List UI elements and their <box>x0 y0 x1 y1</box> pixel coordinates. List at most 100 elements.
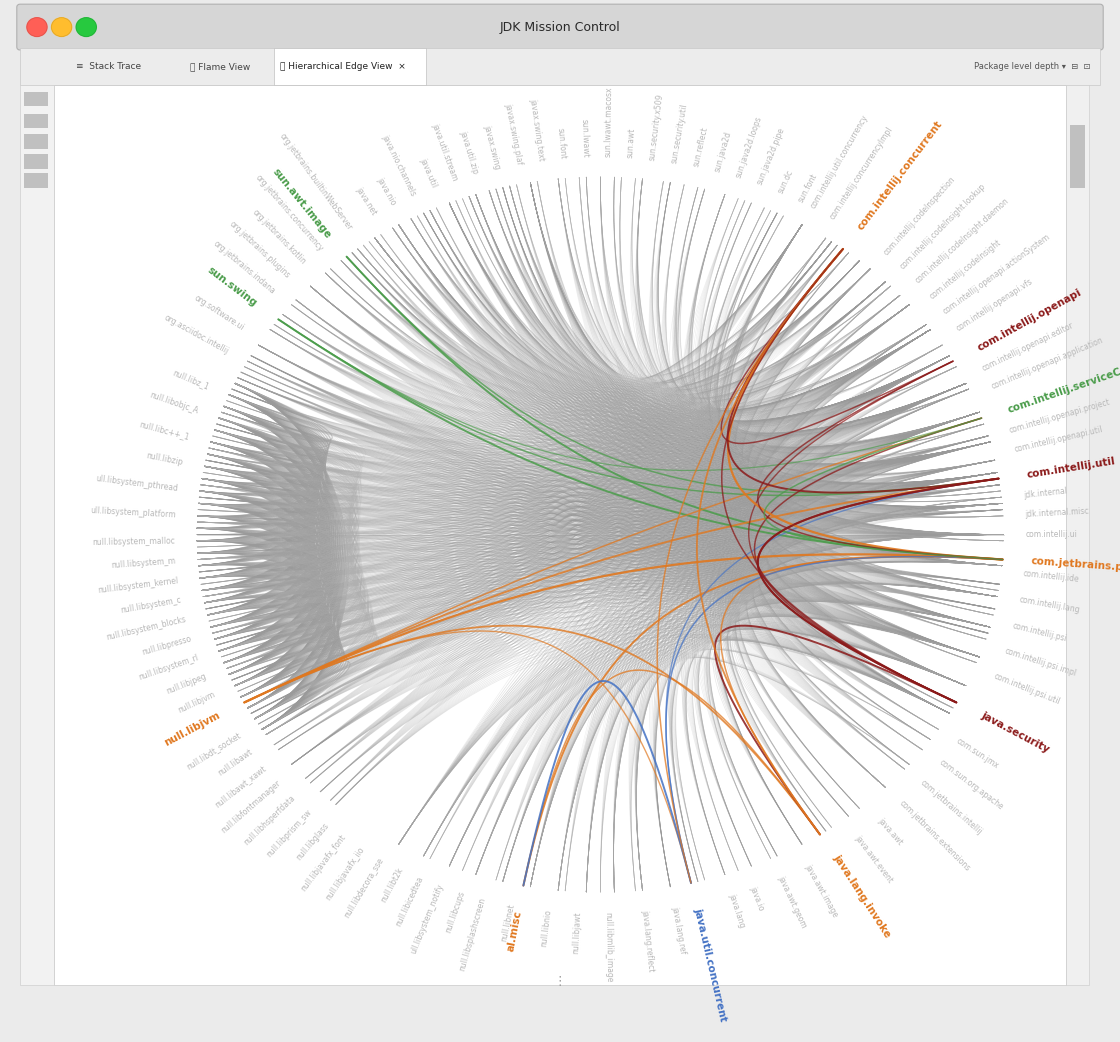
Text: ull.libsystem_platform: ull.libsystem_platform <box>90 505 176 519</box>
Text: null.libhsperfdata: null.libhsperfdata <box>242 793 298 847</box>
Text: null.libmlib_image: null.libmlib_image <box>604 912 614 983</box>
Text: java.lang: java.lang <box>728 892 747 928</box>
Text: org.jetbrains.concurrency: org.jetbrains.concurrency <box>253 173 325 253</box>
Circle shape <box>27 18 47 36</box>
Text: com.intellij.ui: com.intellij.ui <box>1026 530 1077 539</box>
Bar <box>54 85 1066 985</box>
Text: null.libjawt: null.libjawt <box>571 911 582 953</box>
Text: com.jetbrains.extensions: com.jetbrains.extensions <box>898 798 972 872</box>
Text: java.util.zip: java.util.zip <box>458 129 480 175</box>
Text: null.libz_1: null.libz_1 <box>171 368 211 392</box>
Bar <box>20 48 1100 85</box>
Text: Package level depth ▾  ⊟  ⊡: Package level depth ▾ ⊟ ⊡ <box>974 63 1091 71</box>
Text: null.libzip: null.libzip <box>146 451 184 467</box>
Text: ull.libsystem_notify: ull.libsystem_notify <box>409 883 445 956</box>
Text: null.libsystem_malloc: null.libsystem_malloc <box>92 537 175 547</box>
Text: ull.libsystem_pthread: ull.libsystem_pthread <box>95 474 179 493</box>
Text: sun.java2d.loops: sun.java2d.loops <box>735 115 764 179</box>
Text: null.libt2k: null.libt2k <box>379 866 404 903</box>
Text: com.intellij.codeInsight.daemon: com.intellij.codeInsight.daemon <box>914 197 1010 286</box>
Text: 🔗 Hierarchical Edge View  ×: 🔗 Hierarchical Edge View × <box>280 63 405 71</box>
Text: null.libsystem_c: null.libsystem_c <box>120 596 183 615</box>
Text: java.security: java.security <box>979 710 1051 754</box>
Text: jdk.internal: jdk.internal <box>1023 486 1067 499</box>
Text: com.intellij.psi: com.intellij.psi <box>1012 621 1068 644</box>
Text: null.libobjc_A: null.libobjc_A <box>149 391 199 416</box>
Text: java.nio: java.nio <box>375 176 398 206</box>
Text: com.intellij.ide: com.intellij.ide <box>1023 570 1080 585</box>
Text: sun.awt.image: sun.awt.image <box>270 167 333 241</box>
FancyBboxPatch shape <box>17 4 1103 50</box>
Text: org.jetbrains.builtinWebServer: org.jetbrains.builtinWebServer <box>278 131 354 232</box>
Text: org.software.ui: org.software.ui <box>193 294 246 332</box>
Text: null.libsystem_rl: null.libsystem_rl <box>137 653 199 683</box>
Text: com.intellij.psi.util: com.intellij.psi.util <box>993 672 1062 706</box>
Text: com.intellij.concurrent: com.intellij.concurrent <box>856 119 945 232</box>
Text: sun.java2d: sun.java2d <box>713 130 734 173</box>
Bar <box>20 85 54 985</box>
Circle shape <box>52 18 72 36</box>
Bar <box>24 154 48 169</box>
Text: com.intellij.psi.impl: com.intellij.psi.impl <box>1004 647 1077 678</box>
Text: null.libsystem_kernel: null.libsystem_kernel <box>97 576 179 595</box>
Text: java.nio.channels: java.nio.channels <box>381 133 418 197</box>
Text: sun.reflect: sun.reflect <box>692 126 710 168</box>
Text: null.libfontmanager: null.libfontmanager <box>220 778 282 836</box>
Text: java.io: java.io <box>748 885 766 912</box>
Text: org.asciidoc.intellij: org.asciidoc.intellij <box>162 313 231 355</box>
Text: sun.dc: sun.dc <box>776 168 795 195</box>
Text: null.libjvm: null.libjvm <box>177 690 216 715</box>
Text: com.jetbrains.intellij: com.jetbrains.intellij <box>918 778 983 837</box>
Text: sun.awt: sun.awt <box>625 128 636 158</box>
Text: com.intellij.concurrencyImpl: com.intellij.concurrencyImpl <box>828 125 895 221</box>
Text: java.awt.image: java.awt.image <box>803 863 839 918</box>
Text: jdk.internal.misc: jdk.internal.misc <box>1025 507 1090 519</box>
Text: com.sun.org.apache: com.sun.org.apache <box>937 758 1005 812</box>
Text: com.intellij.util.concurrency: com.intellij.util.concurrency <box>809 114 870 210</box>
Text: java.lang.ref: java.lang.ref <box>670 905 687 954</box>
Text: null.libnet: null.libnet <box>500 902 516 942</box>
Text: null.libpresso: null.libpresso <box>141 635 193 658</box>
Text: null.libsystem_blocks: null.libsystem_blocks <box>105 615 187 642</box>
Text: null.libjpeg: null.libjpeg <box>165 672 207 696</box>
Text: com.intellij.util: com.intellij.util <box>1026 455 1116 479</box>
Text: null.libdt_socket: null.libdt_socket <box>184 730 242 771</box>
Text: null.libnio: null.libnio <box>540 909 553 947</box>
Text: sun.security.util: sun.security.util <box>670 102 689 164</box>
Text: null.libc++_1: null.libc++_1 <box>139 419 190 441</box>
Bar <box>24 173 48 188</box>
Text: com.intellij.openapi.util: com.intellij.openapi.util <box>1014 425 1104 454</box>
Text: java.awt: java.awt <box>876 816 904 847</box>
Text: com.intellij.openapi.editor: com.intellij.openapi.editor <box>981 321 1075 373</box>
Text: com.intellij.openapi.actionSystem: com.intellij.openapi.actionSystem <box>942 232 1053 317</box>
Text: org.jetbrains.indana: org.jetbrains.indana <box>212 239 278 296</box>
Text: com.intellij.openapi.vfs: com.intellij.openapi.vfs <box>954 277 1035 332</box>
Text: null.libawt_xawt: null.libawt_xawt <box>213 764 268 809</box>
Text: null.libdecora_sse: null.libdecora_sse <box>342 855 385 919</box>
Text: null.libglass: null.libglass <box>293 821 330 862</box>
Text: java.net: java.net <box>355 185 379 217</box>
Text: sun.lwawt.macosx: sun.lwawt.macosx <box>604 86 614 157</box>
Text: null.libjavafx_font: null.libjavafx_font <box>299 834 348 893</box>
Text: sun.font: sun.font <box>796 172 819 203</box>
Text: ≡  Stack Trace: ≡ Stack Trace <box>76 63 141 71</box>
Text: java.util.concurrent: java.util.concurrent <box>692 907 728 1022</box>
Text: com.intellij.codeInsight: com.intellij.codeInsight <box>928 238 1004 300</box>
Bar <box>24 134 48 149</box>
Text: java.awt.event: java.awt.event <box>852 834 894 884</box>
Text: null.libsystem_m: null.libsystem_m <box>111 556 176 570</box>
Text: JDK Mission Control: JDK Mission Control <box>500 21 620 33</box>
Text: java.lang.invoke: java.lang.invoke <box>831 852 893 940</box>
Bar <box>1070 125 1085 188</box>
Bar <box>24 114 48 128</box>
Text: java.awt.geom: java.awt.geom <box>776 874 809 929</box>
Text: null.libprism_sw: null.libprism_sw <box>264 808 314 859</box>
Text: sun.java2d.pipe: sun.java2d.pipe <box>756 126 786 187</box>
Text: com.intellij.codeInspection: com.intellij.codeInspection <box>881 175 956 257</box>
Bar <box>274 48 426 85</box>
Text: java.lang.reflect: java.lang.reflect <box>641 910 656 972</box>
Text: sun.font: sun.font <box>556 127 568 159</box>
Text: null.libcups: null.libcups <box>444 890 466 935</box>
Text: com.jetbrains.perfo: com.jetbrains.perfo <box>1030 556 1120 574</box>
Text: com.intellij.openapi.application: com.intellij.openapi.application <box>990 336 1104 392</box>
